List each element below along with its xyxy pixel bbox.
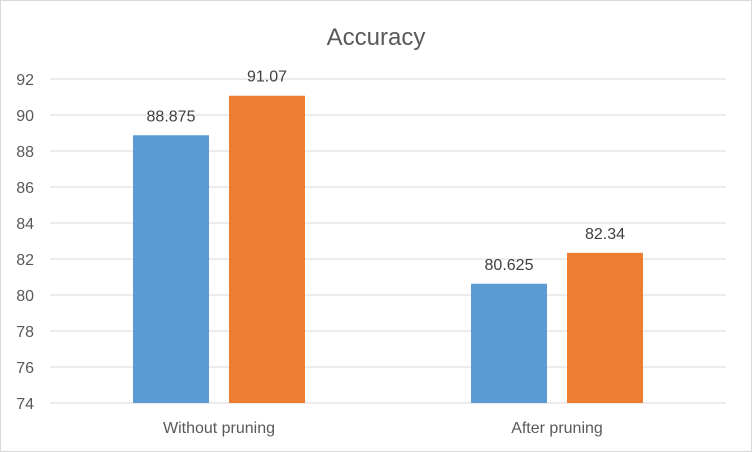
bar xyxy=(229,95,305,404)
y-tick-label: 90 xyxy=(16,108,34,125)
y-tick-label: 88 xyxy=(16,144,34,161)
y-tick-label: 76 xyxy=(16,360,34,377)
y-axis-ticks: 74 76 78 80 82 84 86 88 90 92 xyxy=(16,72,34,413)
y-tick-label: 80 xyxy=(16,288,34,305)
data-label: 80.625 xyxy=(485,257,534,274)
data-label: 88.875 xyxy=(147,108,196,125)
category-label: After pruning xyxy=(511,420,603,437)
y-tick-label: 92 xyxy=(16,72,34,89)
bars xyxy=(133,95,643,404)
chart-title: Accuracy xyxy=(327,24,426,51)
bar xyxy=(567,252,643,403)
category-label: Without pruning xyxy=(163,420,275,437)
y-tick-label: 86 xyxy=(16,180,34,197)
y-tick-label: 84 xyxy=(16,216,34,233)
data-label: 91.07 xyxy=(247,69,287,86)
data-labels: 88.875 91.07 80.625 82.34 xyxy=(147,69,626,274)
y-tick-label: 78 xyxy=(16,324,34,341)
y-tick-label: 82 xyxy=(16,252,34,269)
bar xyxy=(471,283,547,403)
bar xyxy=(133,135,209,403)
data-label: 82.34 xyxy=(585,226,625,243)
x-axis-categories: Without pruning After pruning xyxy=(163,420,603,437)
y-tick-label: 74 xyxy=(16,396,34,413)
